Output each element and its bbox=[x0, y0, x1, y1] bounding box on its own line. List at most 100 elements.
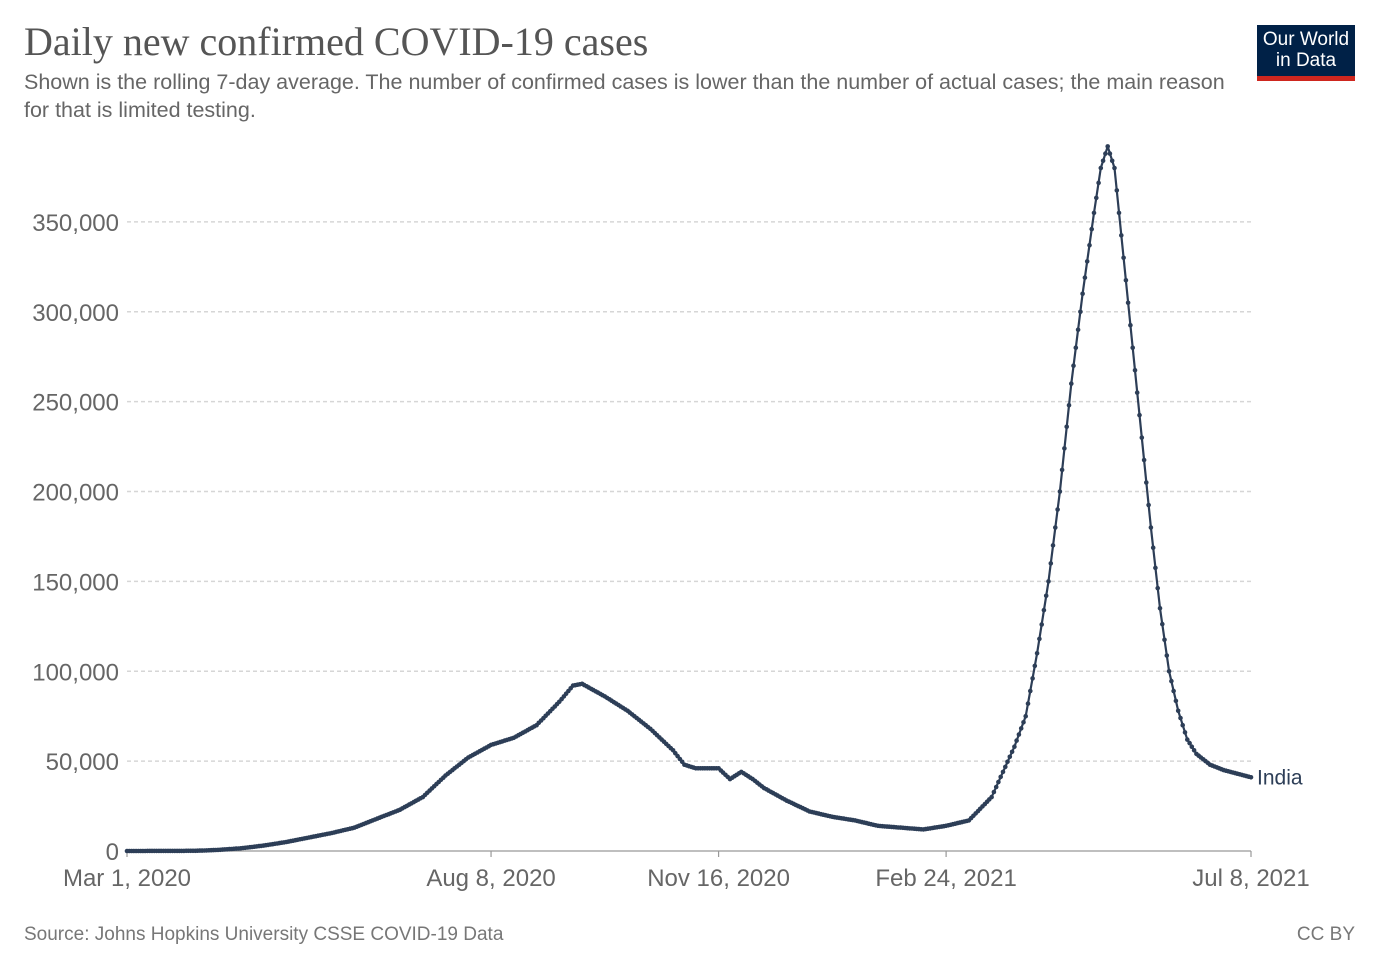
data-point bbox=[991, 789, 997, 795]
logo-line-1: Our World bbox=[1262, 29, 1350, 50]
y-tick-label: 200,000 bbox=[32, 480, 119, 507]
data-point bbox=[1105, 144, 1110, 149]
y-tick-label: 300,000 bbox=[32, 300, 119, 327]
data-point bbox=[1018, 726, 1024, 731]
data-point bbox=[993, 784, 999, 790]
data-point bbox=[1187, 740, 1192, 746]
data-point bbox=[1125, 300, 1131, 306]
license-link[interactable]: CC BY bbox=[1296, 924, 1355, 945]
data-point bbox=[1064, 424, 1069, 430]
data-point bbox=[1175, 708, 1181, 714]
data-point bbox=[1185, 737, 1190, 742]
data-point bbox=[1098, 165, 1104, 171]
owid-logo[interactable]: Our World in Data bbox=[1257, 25, 1355, 81]
data-point bbox=[1034, 651, 1040, 656]
data-point bbox=[1169, 678, 1174, 684]
x-tick-label: Jul 8, 2021 bbox=[1192, 865, 1309, 892]
data-point bbox=[1071, 363, 1076, 369]
data-point bbox=[1137, 412, 1142, 418]
data-point bbox=[996, 779, 1001, 785]
data-point bbox=[1073, 345, 1079, 351]
data-point bbox=[1178, 715, 1183, 721]
data-point bbox=[1189, 744, 1195, 749]
data-point bbox=[1114, 188, 1120, 193]
data-point bbox=[1103, 151, 1108, 156]
data-point bbox=[1016, 732, 1022, 737]
data-point bbox=[1084, 259, 1090, 264]
data-point bbox=[1059, 467, 1065, 473]
data-point bbox=[1041, 607, 1047, 613]
data-point bbox=[1248, 775, 1254, 780]
data-point bbox=[1166, 669, 1172, 674]
data-point bbox=[1028, 688, 1033, 694]
data-point bbox=[1107, 151, 1113, 156]
logo-accent-bar bbox=[1257, 76, 1355, 81]
data-point bbox=[1082, 275, 1088, 280]
data-point bbox=[1160, 621, 1165, 627]
data-point bbox=[1123, 278, 1129, 283]
data-point bbox=[1171, 688, 1176, 694]
data-point bbox=[1100, 158, 1106, 164]
data-point bbox=[1146, 502, 1151, 508]
data-point bbox=[1162, 637, 1167, 643]
data-point bbox=[1164, 653, 1170, 658]
x-tick-label: Aug 8, 2020 bbox=[426, 865, 555, 892]
series-label: India bbox=[1257, 766, 1303, 789]
data-point bbox=[1153, 565, 1158, 571]
data-point bbox=[1109, 158, 1115, 164]
data-point bbox=[998, 774, 1003, 780]
data-point bbox=[1080, 291, 1085, 297]
data-point bbox=[1032, 663, 1038, 669]
y-tick-label: 50,000 bbox=[46, 749, 119, 776]
data-point bbox=[1057, 489, 1063, 494]
y-tick-label: 350,000 bbox=[32, 210, 119, 237]
grid-lines bbox=[127, 221, 1251, 762]
data-point bbox=[1089, 226, 1094, 232]
data-point bbox=[1128, 322, 1133, 328]
logo-line-2: in Data bbox=[1275, 50, 1337, 71]
x-tick-label: Mar 1, 2020 bbox=[63, 865, 191, 892]
data-point bbox=[1150, 545, 1156, 550]
data-point bbox=[1155, 585, 1160, 591]
data-point bbox=[989, 794, 994, 800]
series-india: India bbox=[124, 144, 1303, 854]
data-point bbox=[1157, 606, 1163, 611]
data-point bbox=[1144, 480, 1149, 485]
data-point bbox=[1043, 593, 1049, 599]
data-point bbox=[1007, 754, 1013, 760]
data-point bbox=[1096, 180, 1101, 186]
y-tick-label: 0 bbox=[106, 839, 119, 866]
data-point bbox=[1048, 561, 1054, 566]
data-point bbox=[1030, 676, 1035, 681]
data-point bbox=[1091, 210, 1097, 216]
data-point bbox=[1191, 748, 1197, 753]
series-line bbox=[126, 145, 1252, 853]
data-point bbox=[1116, 210, 1122, 216]
source-note[interactable]: Source: Johns Hopkins University CSSE CO… bbox=[24, 924, 504, 945]
data-point bbox=[1078, 309, 1083, 315]
data-point bbox=[1014, 738, 1019, 743]
data-point bbox=[1180, 722, 1185, 728]
x-tick-label: Feb 24, 2021 bbox=[875, 865, 1016, 892]
data-point bbox=[1141, 457, 1147, 463]
data-point bbox=[1009, 749, 1015, 755]
data-point bbox=[1112, 165, 1117, 171]
y-tick-label: 100,000 bbox=[32, 659, 119, 686]
data-point bbox=[1130, 345, 1135, 351]
data-point bbox=[1139, 435, 1145, 440]
data-point bbox=[1005, 759, 1010, 765]
data-point bbox=[1053, 525, 1058, 530]
data-point bbox=[1134, 390, 1140, 395]
data-point bbox=[1062, 446, 1067, 451]
data-point bbox=[1021, 720, 1026, 725]
data-point bbox=[1132, 367, 1138, 373]
y-axis-ticks: 0 50,000 100,000 150,000 200,000 250,000 300,0… bbox=[32, 210, 119, 866]
data-point bbox=[1121, 255, 1126, 261]
data-point bbox=[1087, 242, 1092, 248]
data-point bbox=[1025, 701, 1031, 706]
data-point bbox=[1148, 525, 1154, 530]
data-point bbox=[1066, 402, 1072, 408]
data-point bbox=[1069, 381, 1074, 386]
chart-subtitle: Shown is the rolling 7-day average. The … bbox=[24, 70, 1225, 122]
